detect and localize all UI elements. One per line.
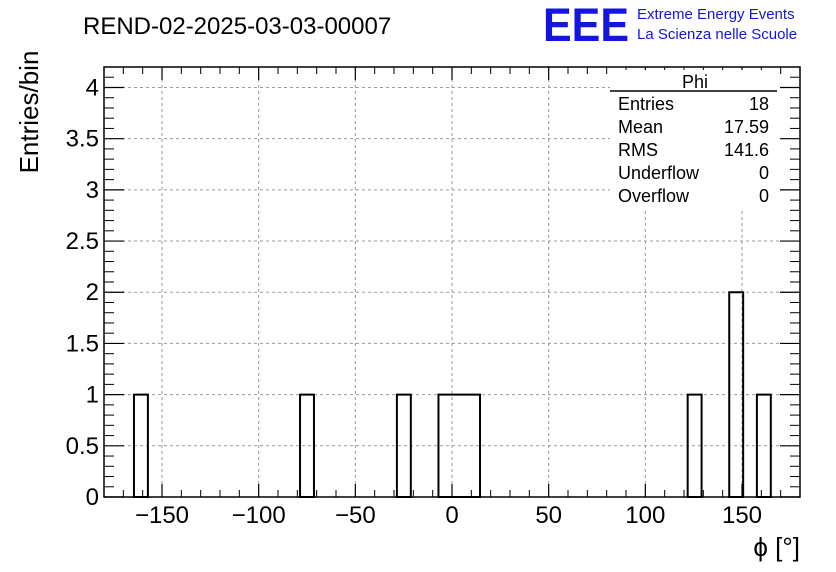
y-tick-label: 0.5 (66, 433, 99, 460)
y-axis-label: Entries/bin (14, 51, 44, 174)
logo-line-2: La Scienza nelle Scuole (637, 26, 797, 43)
x-tick-label: −50 (335, 502, 376, 529)
y-tick-labels: 0 0.5 1 1.5 2 2.5 3 3.5 4 (66, 74, 99, 511)
y-tick-label: 2 (86, 279, 99, 306)
y-tick-label: 1 (86, 382, 99, 409)
stats-row-value: 0 (759, 186, 769, 206)
y-tick-label: 3.5 (66, 126, 99, 153)
stats-row-value: 141.6 (724, 140, 769, 160)
stats-row-value: 0 (759, 163, 769, 183)
grid-lines (104, 67, 800, 497)
x-tick-label: 0 (445, 502, 458, 529)
y-tick-label: 2.5 (66, 228, 99, 255)
stats-rows: Entries 18 Mean 17.59 RMS 141.6 Underflow 0 Over… (618, 94, 769, 206)
histogram-bars (132, 291, 772, 498)
stats-row-label: Mean (618, 117, 663, 137)
chart-title: REND-02-2025-03-03-00007 (83, 13, 391, 40)
stats-row-label: Entries (618, 94, 674, 114)
stats-row-value: 17.59 (724, 117, 769, 137)
stats-row-value: 18 (749, 94, 769, 114)
y-tick-label: 0 (86, 484, 99, 511)
x-tick-label: 150 (722, 502, 762, 529)
stats-box-background (610, 70, 780, 210)
logo-line-1: Extreme Energy Events (637, 6, 795, 23)
stats-row-label: RMS (618, 140, 658, 160)
x-axis-label: ϕ [°] (753, 532, 800, 562)
eee-logo: EEE Extreme Energy Events La Scienza nel… (543, 0, 797, 51)
eee-logo-mark: EEE (543, 0, 629, 51)
x-tick-label: −150 (135, 502, 189, 529)
stats-box: Phi Entries 18 Mean 17.59 RMS 141.6 Underflow 0… (610, 70, 780, 210)
x-tick-label: 50 (535, 502, 562, 529)
x-tick-label: 100 (625, 502, 665, 529)
x-tick-label: −100 (232, 502, 286, 529)
y-tick-label: 4 (86, 74, 99, 101)
stats-box-title: Phi (682, 72, 708, 92)
x-tick-labels: −150 −100 −50 0 50 100 150 (135, 502, 762, 529)
y-tick-label: 1.5 (66, 330, 99, 357)
stats-row-label: Underflow (618, 163, 700, 183)
plot-frame (103, 66, 801, 498)
stats-row-label: Overflow (618, 186, 690, 206)
y-tick-label: 3 (86, 177, 99, 204)
